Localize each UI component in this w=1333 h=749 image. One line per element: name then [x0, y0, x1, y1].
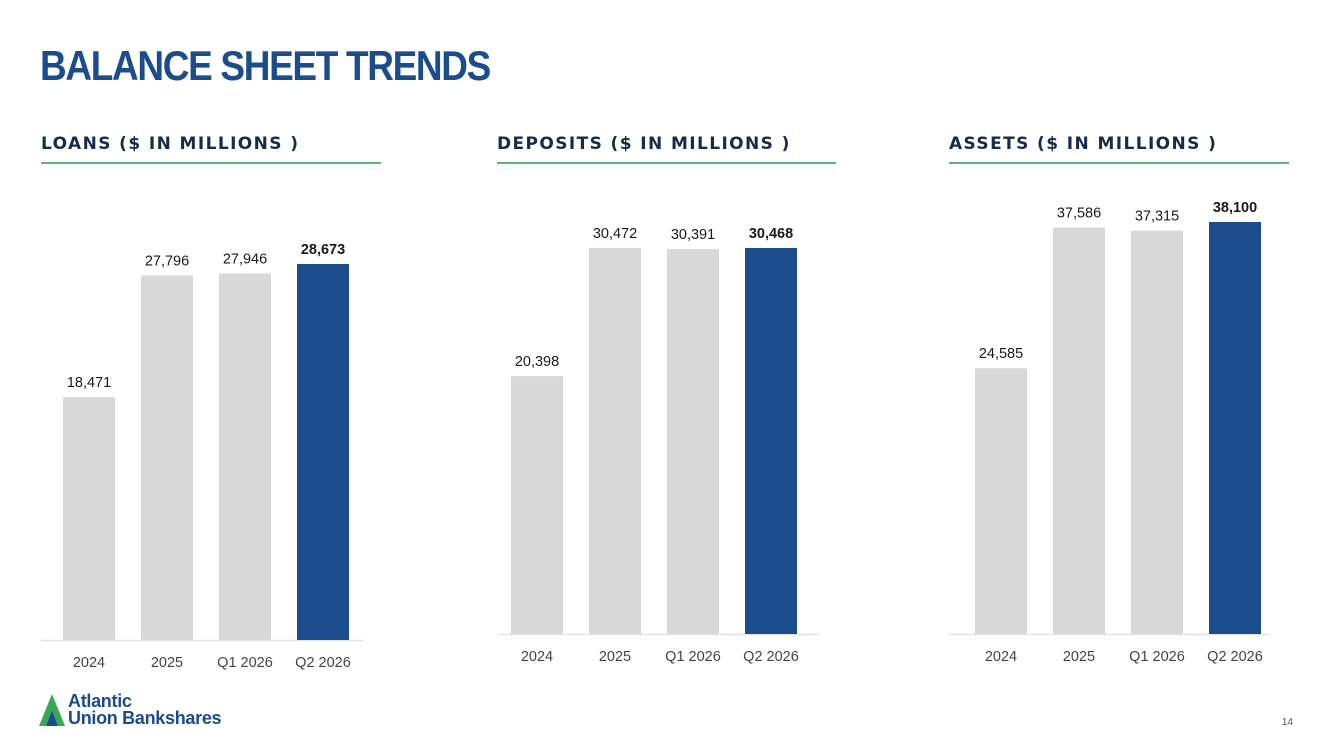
- x-tick-label: 2024: [521, 649, 553, 665]
- data-label: 30,472: [593, 226, 637, 242]
- data-label: 38,100: [1213, 200, 1257, 216]
- x-tick-label: Q1 2026: [1129, 649, 1185, 665]
- bar-q1-2026: [219, 273, 271, 640]
- page-number: 14: [1281, 717, 1293, 728]
- bar-q2-2026: [1209, 222, 1261, 634]
- data-label: 24,585: [979, 346, 1023, 362]
- data-label: 30,391: [671, 227, 715, 243]
- logo-line-2: Union Bankshares: [68, 708, 222, 728]
- x-tick-label: Q2 2026: [1207, 649, 1263, 665]
- deposits-chart-title: DEPOSITS ($ IN MILLIONS ): [497, 132, 836, 164]
- bar-2024: [975, 368, 1027, 634]
- data-label: 27,946: [223, 251, 267, 267]
- bar-2025: [589, 247, 641, 634]
- x-tick-label: Q2 2026: [295, 655, 351, 671]
- data-label: 27,796: [145, 253, 189, 269]
- data-label: 28,673: [301, 242, 345, 258]
- x-tick-label: 2025: [1063, 649, 1095, 665]
- x-tick-label: Q1 2026: [665, 649, 721, 665]
- bar-q1-2026: [1131, 230, 1183, 634]
- x-tick-label: 2025: [599, 649, 631, 665]
- data-label: 30,468: [749, 226, 793, 242]
- x-tick-label: 2025: [151, 655, 183, 671]
- assets-chart-title: ASSETS ($ IN MILLIONS ): [949, 132, 1289, 164]
- x-tick-label: Q2 2026: [743, 649, 799, 665]
- x-tick-label: Q1 2026: [217, 655, 273, 671]
- bar-2024: [511, 376, 563, 634]
- logo-line-1: Atlantic: [68, 691, 132, 711]
- bar-2025: [141, 275, 193, 640]
- bar-q1-2026: [667, 248, 719, 634]
- loans-chart-title: LOANS ($ IN MILLIONS ): [41, 132, 381, 164]
- loans-chart: 18,471 2024 27,796 2025 27,946 Q1 2026 28,673 Q…: [41, 242, 363, 671]
- assets-chart: 24,585 2024 37,586 2025 37,315 Q1 2026 38,100 Q…: [949, 200, 1271, 665]
- bar-2025: [1053, 227, 1105, 635]
- page-title: BALANCE SHEET TRENDS: [40, 42, 491, 89]
- x-tick-label: 2024: [985, 649, 1017, 665]
- data-label: 18,471: [67, 375, 111, 391]
- bar-q2-2026: [297, 264, 349, 640]
- company-logo: Atlantic Union Bankshares: [38, 690, 278, 730]
- data-label: 20,398: [515, 354, 559, 370]
- data-label: 37,586: [1057, 206, 1101, 222]
- bar-q2-2026: [745, 248, 797, 634]
- data-label: 37,315: [1135, 208, 1179, 224]
- x-tick-label: 2024: [73, 655, 105, 671]
- deposits-chart: 20,398 2024 30,472 2025 30,391 Q1 2026 30,468 Q…: [497, 226, 819, 665]
- atlantic-union-a-mark-icon: [39, 694, 65, 726]
- bar-2024: [63, 397, 115, 640]
